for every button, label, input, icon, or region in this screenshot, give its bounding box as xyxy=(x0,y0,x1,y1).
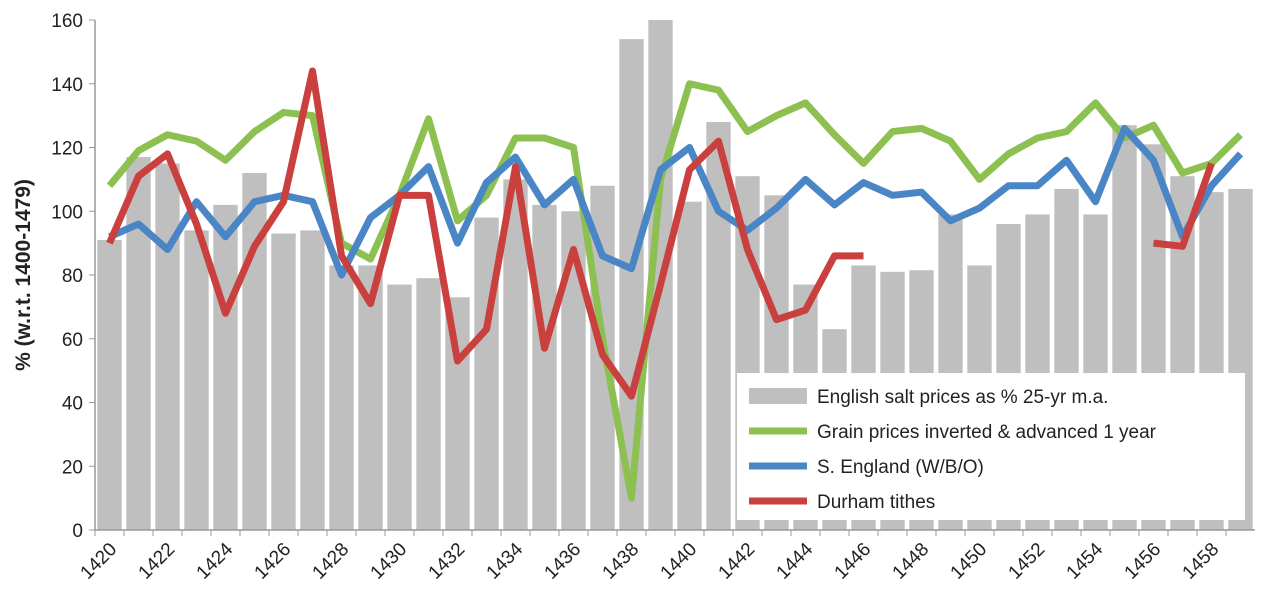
bar xyxy=(126,157,151,530)
bar xyxy=(329,265,354,530)
y-tick-label: 140 xyxy=(51,75,83,96)
bar xyxy=(358,265,383,530)
legend-label: S. England (W/B/O) xyxy=(817,457,984,478)
bar xyxy=(155,163,180,530)
line xyxy=(106,67,864,400)
bar xyxy=(97,239,122,530)
y-tick-label: 120 xyxy=(51,139,83,160)
y-tick-label: 160 xyxy=(51,11,83,32)
legend-label: English salt prices as % 25-yr m.a. xyxy=(817,387,1108,408)
line xyxy=(108,124,1244,279)
y-tick-label: 40 xyxy=(62,394,83,415)
y-tick-label: 100 xyxy=(51,202,83,223)
x-tick-label: 1448 xyxy=(889,539,934,584)
x-tick-label: 1442 xyxy=(715,539,760,584)
y-tick-label: 20 xyxy=(62,457,83,478)
legend-box xyxy=(737,373,1245,520)
x-tick-label: 1450 xyxy=(947,539,992,584)
y-tick-label: 60 xyxy=(62,330,83,351)
x-tick-label: 1440 xyxy=(657,539,702,584)
bar xyxy=(242,173,267,530)
line xyxy=(1153,162,1215,250)
x-tick-label: 1432 xyxy=(425,539,470,584)
x-tick-label: 1426 xyxy=(251,539,296,584)
y-axis-label: % (w.r.t. 1400-1479) xyxy=(12,179,35,371)
x-tick-label: 1422 xyxy=(135,539,180,584)
bar xyxy=(416,278,441,530)
bar xyxy=(677,201,702,530)
bar xyxy=(300,230,325,530)
legend-swatch xyxy=(749,388,807,404)
x-tick-label: 1444 xyxy=(773,539,818,584)
x-tick-label: 1438 xyxy=(599,539,644,584)
x-tick-label: 1420 xyxy=(77,539,122,584)
y-tick-label: 80 xyxy=(62,266,83,287)
x-tick-label: 1456 xyxy=(1121,539,1166,584)
bar xyxy=(532,204,557,530)
x-tick-label: 1436 xyxy=(541,539,586,584)
legend-label: Durham tithes xyxy=(817,492,935,513)
y-tick-label: 0 xyxy=(72,521,83,542)
x-tick-label: 1458 xyxy=(1179,539,1224,584)
bar xyxy=(561,211,586,530)
x-tick-label: 1430 xyxy=(367,539,412,584)
x-tick-label: 1452 xyxy=(1005,539,1050,584)
bar xyxy=(387,284,412,530)
bar xyxy=(213,204,238,530)
bar xyxy=(445,297,470,530)
legend-label: Grain prices inverted & advanced 1 year xyxy=(817,422,1157,443)
x-tick-label: 1428 xyxy=(309,539,354,584)
x-tick-label: 1434 xyxy=(483,539,528,584)
line xyxy=(106,80,1243,502)
x-tick-label: 1454 xyxy=(1063,539,1108,584)
bar xyxy=(271,233,296,530)
bar xyxy=(184,230,209,530)
x-tick-label: 1424 xyxy=(193,539,238,584)
x-tick-label: 1446 xyxy=(831,539,876,584)
